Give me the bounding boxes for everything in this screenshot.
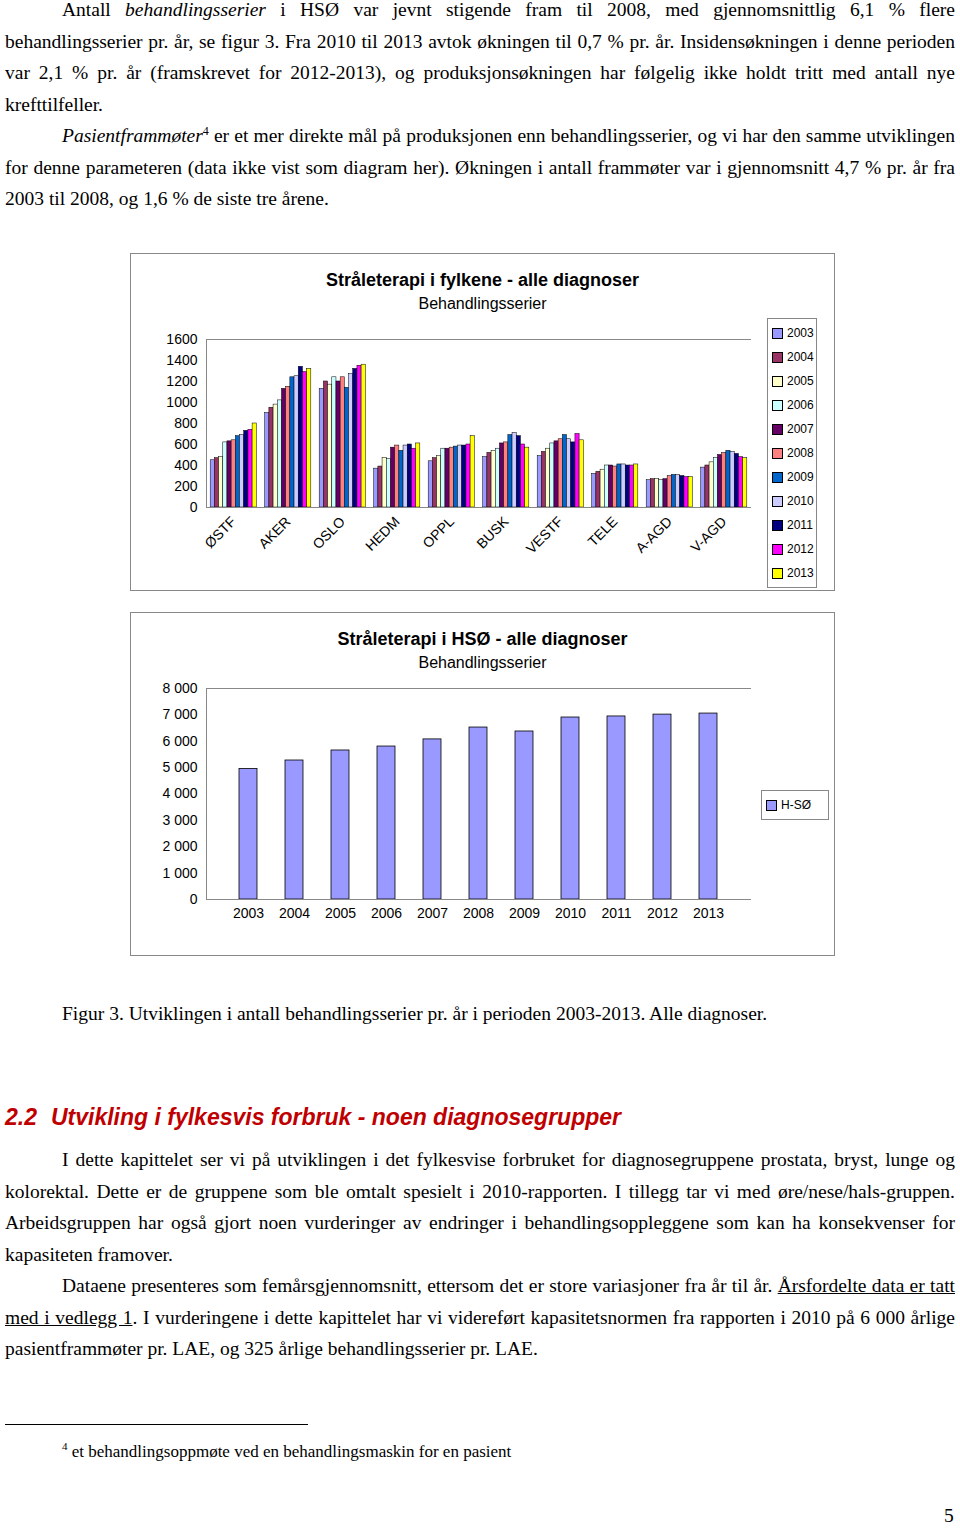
html-text:Behandlingsserier: Behandlingsserier bbox=[418, 654, 547, 671]
html-text:H-SØ: H-SØ bbox=[781, 798, 811, 812]
svg-text:2005: 2005 bbox=[325, 905, 356, 921]
svg-text:2009: 2009 bbox=[509, 905, 540, 921]
html-text:Figur 3. Utviklingen i antall: Figur 3. Utviklingen i antall behandling… bbox=[62, 1003, 768, 1024]
svg-text:OSLO: OSLO bbox=[309, 513, 348, 552]
html-text:Stråleterapi i HSØ - alle diag: Stråleterapi i HSØ - alle diagnoser bbox=[337, 629, 628, 649]
svg-text:2004: 2004 bbox=[279, 905, 310, 921]
html-text:5: 5 bbox=[944, 1505, 954, 1526]
svg-text:3 000: 3 000 bbox=[162, 812, 197, 828]
svg-text:5 000: 5 000 bbox=[162, 759, 197, 775]
svg-text:400: 400 bbox=[174, 457, 198, 473]
html-text:Utvikling i fylkesvis forbruk: Utvikling i fylkesvis forbruk - noen dia… bbox=[51, 1104, 621, 1130]
svg-text:8 000: 8 000 bbox=[162, 680, 197, 696]
svg-text:1 000: 1 000 bbox=[162, 865, 197, 881]
html-text:Stråleterapi i fylkene - alle: Stråleterapi i fylkene - alle diagnoser bbox=[325, 270, 640, 290]
svg-text:2008: 2008 bbox=[463, 905, 494, 921]
svg-text:ØSTF: ØSTF bbox=[201, 513, 239, 551]
html-text:2010: 2010 bbox=[787, 494, 814, 508]
html-text:2003: 2003 bbox=[787, 326, 814, 340]
svg-text:800: 800 bbox=[174, 415, 198, 431]
svg-text:2013: 2013 bbox=[693, 905, 724, 921]
html-text:I dette kapittelet ser vi på u: I dette kapittelet ser vi på utviklingen… bbox=[5, 1149, 955, 1265]
html-text:2012: 2012 bbox=[787, 542, 814, 556]
html-text:Behandlingsserier: Behandlingsserier bbox=[418, 295, 547, 312]
svg-text:A-AGD: A-AGD bbox=[632, 513, 675, 556]
svg-text:4 000: 4 000 bbox=[162, 785, 197, 801]
svg-text:0: 0 bbox=[190, 891, 198, 907]
svg-text:V-AGD: V-AGD bbox=[687, 513, 729, 555]
html-text:2004: 2004 bbox=[787, 350, 814, 364]
svg-text:2010: 2010 bbox=[555, 905, 586, 921]
svg-text:6 000: 6 000 bbox=[162, 733, 197, 749]
svg-text:1000: 1000 bbox=[166, 394, 197, 410]
html-text:2009: 2009 bbox=[787, 470, 814, 484]
html-text:2013: 2013 bbox=[787, 566, 814, 580]
svg-text:1600: 1600 bbox=[166, 331, 197, 347]
html-text:Pasientframmøter4er et mer dir: Pasientframmøter4er et mer direkte mål p… bbox=[5, 123, 955, 209]
html-text:2005: 2005 bbox=[787, 374, 814, 388]
svg-text:200: 200 bbox=[174, 478, 198, 494]
html-text:2008: 2008 bbox=[787, 446, 814, 460]
html-text:2006: 2006 bbox=[787, 398, 814, 412]
svg-text:2003: 2003 bbox=[233, 905, 264, 921]
html-text:2011: 2011 bbox=[787, 518, 813, 532]
svg-text:VESTF: VESTF bbox=[523, 513, 566, 556]
svg-text:OPPL: OPPL bbox=[419, 513, 457, 551]
svg-text:2006: 2006 bbox=[371, 905, 402, 921]
svg-text:600: 600 bbox=[174, 436, 198, 452]
html-text:2.2: 2.2 bbox=[5, 1104, 37, 1130]
svg-text:2011: 2011 bbox=[601, 905, 631, 921]
svg-text:0: 0 bbox=[190, 499, 198, 515]
svg-text:AKER: AKER bbox=[255, 513, 293, 551]
html-text:4et behandlingsoppmøte ved en: 4et behandlingsoppmøte ved en behandling… bbox=[62, 1440, 512, 1461]
svg-text:2012: 2012 bbox=[647, 905, 678, 921]
svg-text:2 000: 2 000 bbox=[162, 838, 197, 854]
svg-text:1200: 1200 bbox=[166, 373, 197, 389]
html-text:Dataene presenteres som femårs: Dataene presenteres som femårsgjennomsni… bbox=[5, 1275, 955, 1359]
svg-text:2007: 2007 bbox=[417, 905, 448, 921]
html-text:Antall behandlingsserier i HSØ: Antall behandlingsserier i HSØ var jevnt… bbox=[5, 0, 955, 115]
svg-text:7 000: 7 000 bbox=[162, 706, 197, 722]
svg-text:BUSK: BUSK bbox=[473, 513, 512, 552]
svg-text:HEDM: HEDM bbox=[362, 513, 402, 553]
svg-text:1400: 1400 bbox=[166, 352, 197, 368]
html-text:2007: 2007 bbox=[787, 422, 814, 436]
svg-text:TELE: TELE bbox=[584, 513, 620, 549]
